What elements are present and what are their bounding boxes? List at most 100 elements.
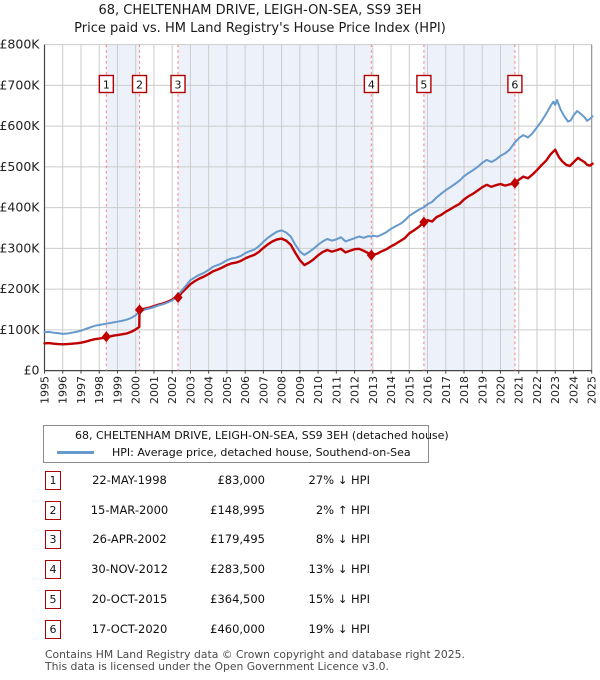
sale-number-box bbox=[363, 74, 380, 94]
page-subtitle: Price paid vs. HM Land Registry's House … bbox=[74, 21, 446, 36]
sale-date: 26-APR-2002 bbox=[92, 532, 167, 546]
x-axis-label: 2004 bbox=[203, 376, 216, 404]
legend-entry-property: 68, CHELTENHAM DRIVE, LEIGH-ON-SEA, SS9 … bbox=[44, 428, 449, 443]
sale-number-badge: 6 bbox=[45, 620, 61, 639]
license-footer: Contains HM Land Registry data © Crown c… bbox=[45, 649, 465, 672]
sale-hpi-diff: 19% ↓ HPI bbox=[308, 622, 370, 636]
table-row: 2 15-MAR-2000 £148,995 2% ↑ HPI bbox=[0, 501, 600, 521]
x-axis-label: 2023 bbox=[549, 376, 562, 404]
sale-number-box bbox=[507, 74, 523, 94]
table-row: 3 26-APR-2002 £179,495 8% ↓ HPI bbox=[0, 530, 600, 550]
x-axis-label: 2017 bbox=[440, 376, 453, 404]
sale-number-badge: 1 bbox=[45, 471, 61, 490]
x-axis-label: 1997 bbox=[75, 376, 88, 404]
sale-number-text: 2 bbox=[136, 79, 143, 92]
x-axis-label: 2022 bbox=[531, 376, 544, 404]
sale-number-text: 4 bbox=[368, 79, 375, 92]
property-price-line bbox=[43, 148, 594, 346]
sale-date: 15-MAR-2000 bbox=[90, 503, 169, 517]
sale-marker-diamond bbox=[101, 331, 111, 343]
x-axis-label: 2025 bbox=[586, 376, 599, 404]
x-axis-label: 2003 bbox=[184, 376, 197, 404]
sale-hpi-diff: 8% ↓ HPI bbox=[315, 532, 370, 546]
sale-marker-diamond bbox=[173, 291, 183, 303]
x-axis-label: 2016 bbox=[422, 376, 435, 404]
sale-date: 30-NOV-2012 bbox=[91, 562, 168, 576]
legend-property-label: 68, CHELTENHAM DRIVE, LEIGH-ON-SEA, SS9 … bbox=[75, 429, 449, 442]
sale-date: 20-OCT-2015 bbox=[91, 592, 168, 606]
x-axis-label: 2020 bbox=[495, 376, 508, 404]
chart-legend: 68, CHELTENHAM DRIVE, LEIGH-ON-SEA, SS9 … bbox=[43, 425, 449, 463]
x-axis-label: 2021 bbox=[513, 376, 526, 404]
y-axis-label: £300K bbox=[0, 240, 40, 255]
x-axis-label: 2019 bbox=[476, 376, 489, 404]
sale-number-box bbox=[170, 74, 186, 94]
legend-entry-hpi: HPI: Average price, detached house, Sout… bbox=[44, 445, 428, 460]
sale-hpi-diff: 2% ↑ HPI bbox=[315, 503, 370, 517]
x-axis-label: 2001 bbox=[148, 376, 161, 404]
sale-date: 17-OCT-2020 bbox=[91, 622, 168, 636]
sale-number-badge: 3 bbox=[45, 530, 61, 549]
y-axis-label: £700K bbox=[0, 77, 40, 92]
sale-marker-diamond bbox=[419, 216, 429, 228]
x-axis-label: 1998 bbox=[93, 376, 106, 404]
sale-number-box bbox=[131, 74, 148, 94]
y-axis-label: £600K bbox=[0, 118, 40, 133]
x-axis-label: 2010 bbox=[312, 376, 325, 404]
sale-number-text: 3 bbox=[175, 79, 182, 92]
sale-number-badge: 5 bbox=[45, 590, 61, 609]
sale-price: £364,500 bbox=[210, 592, 265, 606]
footer-line-1: Contains HM Land Registry data © Crown c… bbox=[45, 648, 465, 661]
table-row: 4 30-NOV-2012 £283,500 13% ↓ HPI bbox=[0, 560, 600, 580]
x-axis-label: 1995 bbox=[39, 376, 52, 404]
sale-number-text: 1 bbox=[103, 79, 110, 92]
sale-marker-diamond bbox=[134, 304, 145, 316]
y-axis-label: £400K bbox=[0, 200, 40, 215]
x-axis-label: 2015 bbox=[403, 376, 416, 404]
sale-price: £83,000 bbox=[217, 473, 265, 487]
x-axis-label: 2018 bbox=[458, 376, 471, 404]
price-chart: £0 £100K £200K £300K £400K £500K £600K £700K £80… bbox=[0, 37, 599, 404]
y-axis-label: £500K bbox=[0, 159, 40, 174]
sale-price: £460,000 bbox=[210, 622, 265, 636]
x-axis-label: 2014 bbox=[385, 376, 398, 404]
sale-marker-diamond bbox=[366, 249, 376, 261]
x-axis-label: 2002 bbox=[166, 376, 179, 404]
sale-number-text: 5 bbox=[420, 79, 427, 92]
sale-number-box bbox=[416, 74, 432, 94]
x-axis-label: 2011 bbox=[330, 376, 343, 404]
sale-hpi-diff: 27% ↓ HPI bbox=[308, 473, 370, 487]
sale-hpi-diff: 15% ↓ HPI bbox=[308, 592, 370, 606]
x-axis-label: 2013 bbox=[367, 376, 380, 404]
x-axis-label: 2009 bbox=[294, 376, 307, 404]
legend-hpi-label: HPI: Average price, detached house, Sout… bbox=[112, 446, 411, 459]
x-axis-label: 2005 bbox=[221, 376, 234, 404]
sale-number-text: 6 bbox=[511, 79, 518, 92]
sale-hpi-diff: 13% ↓ HPI bbox=[308, 562, 370, 576]
sale-price: £283,500 bbox=[210, 562, 265, 576]
x-axis-label: 2024 bbox=[567, 376, 580, 404]
y-axis-label: £100K bbox=[0, 322, 40, 337]
table-row: 6 17-OCT-2020 £460,000 19% ↓ HPI bbox=[0, 620, 600, 640]
footer-line-2: This data is licensed under the Open Gov… bbox=[45, 659, 389, 673]
table-row: 5 20-OCT-2015 £364,500 15% ↓ HPI bbox=[0, 590, 600, 610]
sale-price: £179,495 bbox=[210, 532, 265, 546]
sale-number-badge: 4 bbox=[45, 560, 61, 579]
sale-number-box bbox=[98, 74, 115, 94]
y-axis-label: £800K bbox=[0, 37, 40, 52]
sale-number-badge: 2 bbox=[45, 501, 61, 520]
y-axis-label: £0 bbox=[24, 363, 40, 378]
x-axis-label: 1999 bbox=[111, 376, 124, 404]
table-row: 1 22-MAY-1998 £83,000 27% ↓ HPI bbox=[0, 471, 600, 491]
x-axis-label: 2008 bbox=[276, 376, 289, 404]
x-axis-label: 2000 bbox=[130, 376, 143, 404]
y-axis-label: £200K bbox=[0, 281, 40, 296]
hpi-line-swatch bbox=[57, 451, 94, 454]
sale-marker-diamond bbox=[510, 177, 520, 189]
page-title: 68, CHELTENHAM DRIVE, LEIGH-ON-SEA, SS9 … bbox=[98, 3, 422, 18]
x-axis-label: 2012 bbox=[349, 376, 362, 404]
sale-price: £148,995 bbox=[210, 503, 265, 517]
x-axis-label: 1996 bbox=[57, 376, 70, 404]
sale-date: 22-MAY-1998 bbox=[92, 473, 167, 487]
x-axis-label: 2007 bbox=[257, 376, 270, 404]
